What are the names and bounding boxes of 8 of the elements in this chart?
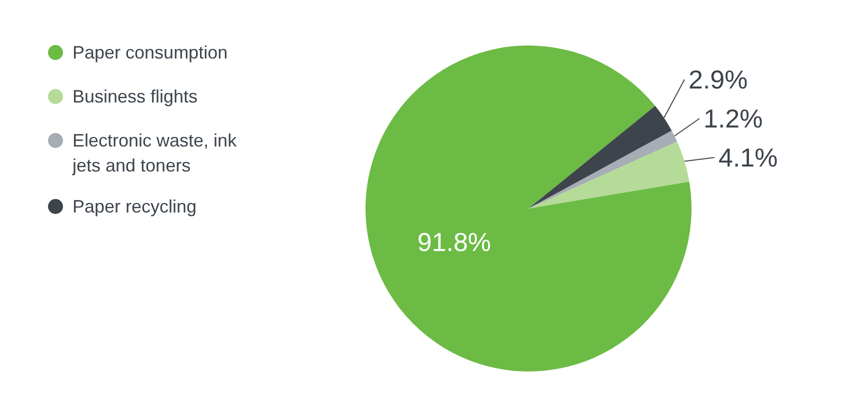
data-label: 4.1% (718, 142, 778, 172)
data-label: 91.8% (417, 226, 492, 257)
data-label: 2.9% (688, 64, 748, 94)
legend-label: Paper consumption (72, 42, 228, 62)
data-label: 1.2% (704, 104, 763, 134)
legend-label: Electronic waste, ink jets and toners (72, 130, 238, 176)
legend-label: Paper recycling (72, 196, 197, 216)
legend-label: Business flights (72, 86, 198, 106)
